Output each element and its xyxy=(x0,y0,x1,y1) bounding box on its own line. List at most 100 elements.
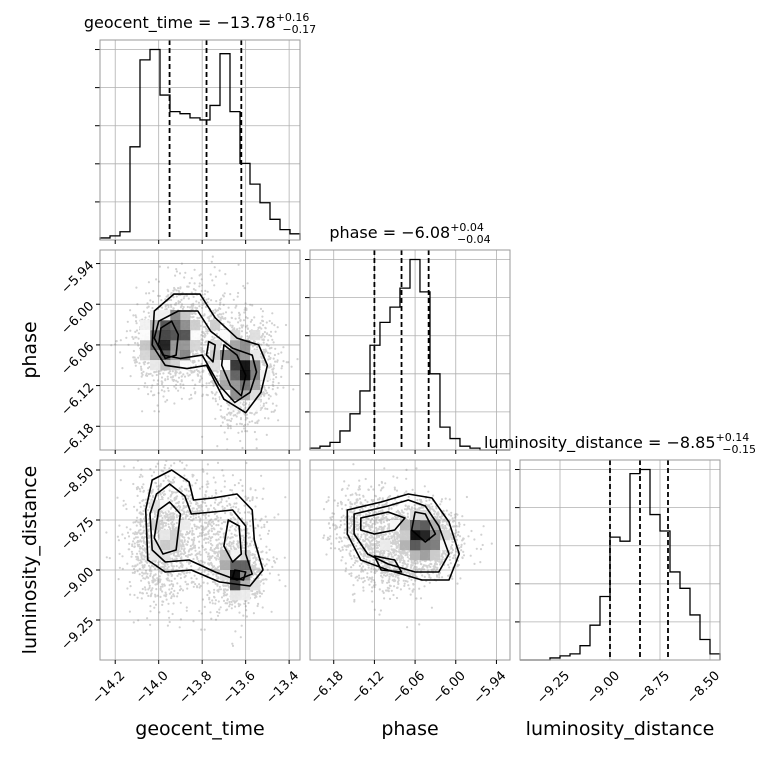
x-tick-label: −14.0 xyxy=(133,668,172,707)
x-tick-label: −6.12 xyxy=(349,668,388,707)
density-cell xyxy=(420,540,431,551)
y-axis-label-phase: phase xyxy=(19,321,41,378)
density-cell xyxy=(150,340,161,351)
density-cell xyxy=(430,520,441,531)
density-cell xyxy=(190,320,201,331)
density-cell xyxy=(140,340,151,351)
density-cell xyxy=(410,540,421,551)
contour-line xyxy=(231,569,247,581)
density-cell xyxy=(180,310,191,321)
density-cell xyxy=(190,330,201,341)
density-cell xyxy=(250,580,261,591)
density-cell xyxy=(240,560,251,571)
density-cell xyxy=(170,360,181,371)
density-cell xyxy=(160,330,171,341)
density-cell xyxy=(240,350,251,361)
panel-frame xyxy=(519,459,721,661)
contour-line xyxy=(220,344,247,397)
density-cell xyxy=(180,340,191,351)
contour-line xyxy=(151,293,269,414)
density-cell xyxy=(220,550,231,561)
density-cell xyxy=(250,400,261,411)
density-cell xyxy=(230,590,241,601)
density-cell xyxy=(150,350,161,361)
density-cell xyxy=(180,320,191,331)
panel-title-phase: phase = −6.08+0.04 −0.04 xyxy=(329,221,490,246)
panel-frame xyxy=(99,249,301,451)
density-cell xyxy=(410,530,421,541)
x-tick-label: −9.25 xyxy=(534,668,573,707)
density-cell xyxy=(140,350,151,361)
density-cell xyxy=(160,340,171,351)
contour-line xyxy=(153,310,258,404)
contour-line xyxy=(353,499,450,573)
density-cell xyxy=(150,360,161,371)
density-cell xyxy=(180,350,191,361)
density-cell xyxy=(220,360,231,371)
density-cell xyxy=(230,570,241,581)
y-tick-label: −5.94 xyxy=(59,258,98,297)
density-cell xyxy=(210,320,221,331)
x-tick-label: −13.8 xyxy=(176,668,215,707)
density-cell xyxy=(170,330,181,341)
density-cell xyxy=(190,340,201,351)
density-cell xyxy=(230,360,241,371)
density-cell xyxy=(400,520,411,531)
density-cell xyxy=(230,580,241,591)
density-cell xyxy=(420,520,431,531)
density-cell xyxy=(220,330,231,341)
density-cell xyxy=(230,370,241,381)
density-cell xyxy=(420,530,431,541)
density-cell xyxy=(210,350,221,361)
density-cell xyxy=(150,540,161,551)
x-axis-label-phase: phase xyxy=(381,718,438,740)
contour-line xyxy=(157,320,180,360)
density-cell xyxy=(160,530,171,541)
sample-points xyxy=(110,255,299,450)
density-cell xyxy=(410,520,421,531)
density-cell xyxy=(230,330,241,341)
density-cell xyxy=(150,520,161,531)
contour-line xyxy=(149,483,253,581)
density-cell xyxy=(220,350,231,361)
density-cell xyxy=(230,380,241,391)
density-cell xyxy=(160,310,171,321)
hist-panel-phase: phase = −6.08+0.04 −0.04 xyxy=(305,221,511,454)
contour-line xyxy=(205,340,216,363)
density-cell xyxy=(430,540,441,551)
density-cell xyxy=(240,380,251,391)
panel-frame xyxy=(99,39,301,241)
density-cell xyxy=(230,560,241,571)
y-tick-label: −9.00 xyxy=(59,565,98,604)
density-cell xyxy=(180,520,191,531)
density-cell xyxy=(240,340,251,351)
x-tick-label: −5.94 xyxy=(471,668,510,707)
panel-title-luminosity_distance: luminosity_distance = −8.85+0.14 −0.15 xyxy=(484,431,756,456)
hist-panel-luminosity_distance: luminosity_distance = −8.85+0.14 −0.15 xyxy=(484,431,756,661)
x-tick-label: −6.06 xyxy=(389,668,428,707)
density-cell xyxy=(230,340,241,351)
density-cell xyxy=(150,550,161,561)
y-tick-label: −8.50 xyxy=(59,465,98,504)
density-cell xyxy=(240,550,251,561)
contour-line xyxy=(346,493,460,581)
density-cell xyxy=(410,550,421,561)
density-cell xyxy=(170,340,181,351)
density-cell xyxy=(230,390,241,401)
density-cell xyxy=(150,500,161,511)
density-cell xyxy=(150,320,161,331)
density-cell xyxy=(150,310,161,321)
x-tick-label: −8.50 xyxy=(684,668,723,707)
density-cell xyxy=(220,380,231,391)
density-cell xyxy=(170,530,181,541)
density-cell xyxy=(170,310,181,321)
contour-line xyxy=(373,555,403,573)
pair-panel-geocent_time-phase xyxy=(96,249,301,454)
y-tick-label: −6.18 xyxy=(59,421,98,460)
density-cell xyxy=(170,320,181,331)
sample-points xyxy=(105,460,287,647)
panel-frame xyxy=(309,249,511,451)
density-cell xyxy=(210,360,221,371)
density-cell xyxy=(160,540,171,551)
histogram-phase xyxy=(309,258,510,451)
